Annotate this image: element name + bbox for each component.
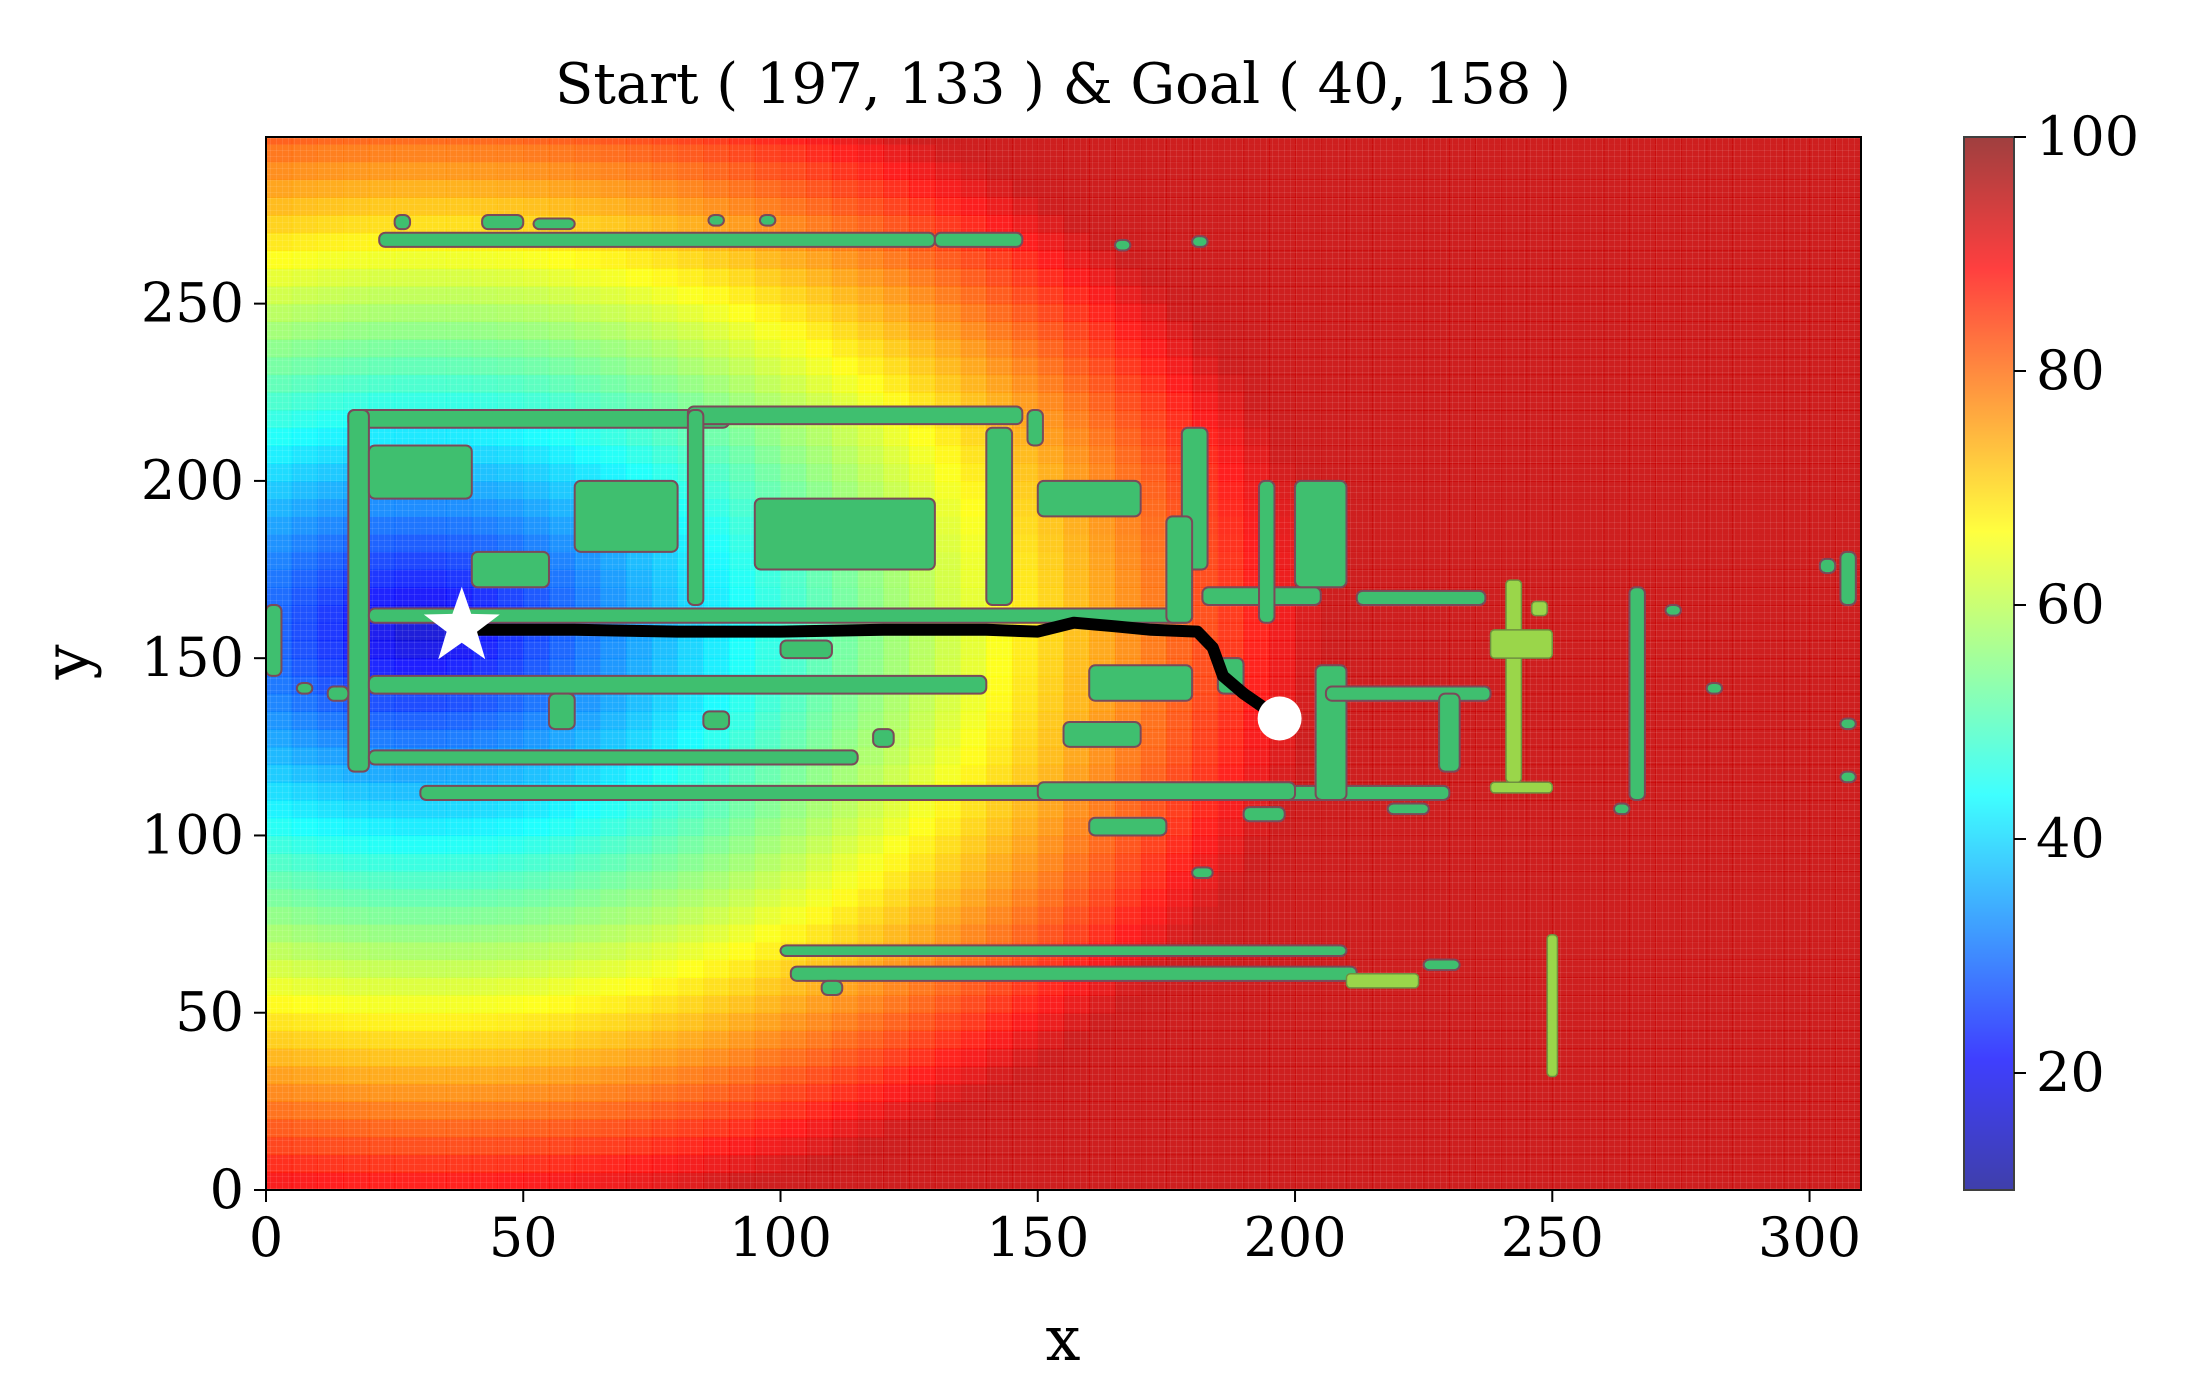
obstacle (532, 217, 576, 231)
y-axis: 0 50 100 150 200 250 (141, 272, 266, 1221)
obstacle-light (1345, 972, 1420, 989)
x-tick-label: 50 (489, 1206, 558, 1269)
start-marker (1257, 696, 1302, 741)
obstacle (779, 639, 833, 660)
obstacle (1705, 682, 1724, 695)
colorbar-tick-label: 60 (2036, 573, 2105, 636)
chart-title: Start ( 197, 133 ) & Goal ( 40, 158 ) (555, 52, 1571, 117)
obstacle (1242, 806, 1286, 823)
obstacle (470, 550, 550, 589)
x-tick-label: 300 (1758, 1206, 1861, 1269)
colorbar-tick-label: 40 (2036, 807, 2105, 870)
obstacle (295, 682, 314, 695)
x-tick-label: 150 (986, 1206, 1089, 1269)
obstacle (1422, 958, 1461, 972)
y-tick-label: 250 (141, 272, 244, 335)
x-tick-label: 250 (1501, 1206, 1604, 1269)
colorbar-tick-label: 80 (2036, 339, 2105, 402)
obstacle (1839, 550, 1857, 606)
obstacle (1839, 717, 1857, 731)
plot-area (266, 137, 1861, 1190)
obstacle-light (1530, 600, 1548, 617)
obstacle (266, 604, 283, 677)
x-axis-title: x (1046, 1302, 1081, 1375)
obstacle-light (1489, 781, 1554, 794)
colorbar-tick-label: 100 (2036, 105, 2139, 168)
obstacle-light (1546, 933, 1559, 1078)
obstacle (367, 674, 988, 695)
y-tick-label: 200 (141, 449, 244, 512)
x-axis: 0 50 100 150 200 250 300 (249, 1190, 1861, 1269)
obstacle (1026, 409, 1044, 447)
obstacle (707, 214, 725, 227)
obstacle (1664, 604, 1682, 617)
colorbar (1963, 136, 2015, 1191)
obstacle (1628, 586, 1646, 801)
obstacle-layer (266, 214, 1857, 1078)
obstacle (1818, 557, 1837, 575)
marker-layer (423, 586, 1302, 741)
obstacle (1258, 479, 1276, 624)
obstacle (872, 728, 895, 748)
obstacle (1613, 802, 1631, 816)
obstacle (758, 214, 777, 227)
obstacle (789, 965, 1358, 982)
obstacle (985, 426, 1014, 606)
obstacle (367, 444, 473, 500)
obstacle-light (1489, 629, 1554, 659)
obstacle (779, 944, 1348, 958)
goal-star-marker (423, 586, 500, 660)
obstacle (573, 479, 679, 553)
obstacle (1314, 664, 1348, 801)
cell-grid-overlay (266, 137, 1861, 1190)
obstacle (1355, 589, 1487, 606)
obstacle (933, 231, 1024, 248)
y-tick-label: 0 (210, 1158, 244, 1221)
obstacle (1062, 721, 1142, 748)
obstacle (1191, 235, 1209, 248)
planned-path (465, 616, 1286, 725)
x-tick-label: 0 (249, 1206, 283, 1269)
obstacle (686, 405, 1024, 426)
obstacle (686, 409, 705, 606)
y-axis-title: y (30, 644, 103, 680)
obstacle (1386, 802, 1430, 816)
obstacle (1294, 479, 1348, 589)
obstacle-light (1505, 579, 1523, 784)
obstacle (1191, 866, 1214, 880)
obstacle (347, 409, 370, 773)
colorbar-tick-label: 20 (2036, 1041, 2105, 1104)
plot-frame (265, 136, 1862, 1191)
obstacle (820, 979, 844, 996)
obstacle (1088, 816, 1168, 837)
obstacle (367, 749, 859, 766)
obstacle (547, 692, 576, 731)
obstacle (481, 214, 525, 231)
obstacle (378, 231, 936, 248)
x-tick-label: 100 (729, 1206, 832, 1269)
colorbar-axis: 20 40 60 80 100 (2014, 105, 2139, 1104)
obstacle (393, 214, 412, 231)
obstacle (326, 685, 350, 702)
obstacle (753, 497, 936, 571)
obstacle (1113, 238, 1132, 252)
x-tick-label: 200 (1243, 1206, 1346, 1269)
obstacle (1438, 692, 1461, 773)
path-layer (465, 616, 1286, 725)
y-tick-label: 100 (141, 803, 244, 866)
obstacle (1036, 781, 1297, 801)
obstacle (347, 409, 731, 429)
obstacle (1165, 515, 1194, 624)
obstacle (1036, 479, 1142, 518)
obstacle (702, 710, 731, 731)
y-tick-label: 150 (141, 626, 244, 689)
obstacle (1839, 770, 1857, 784)
y-tick-label: 50 (175, 981, 244, 1044)
obstacle (1088, 664, 1194, 702)
obstacle (1324, 685, 1492, 702)
